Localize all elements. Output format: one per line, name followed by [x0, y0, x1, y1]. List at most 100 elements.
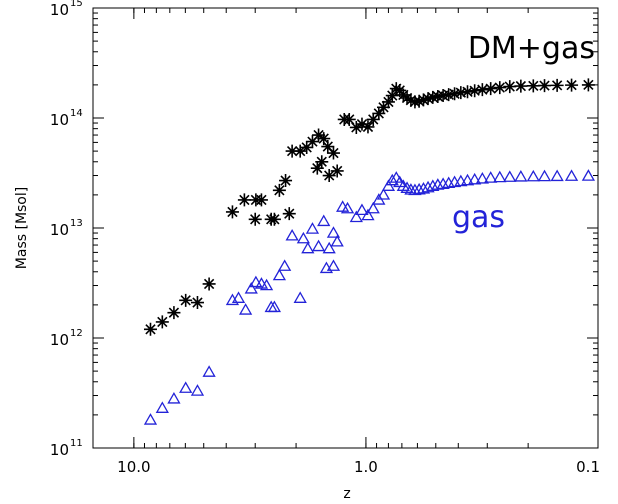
dm-gas-point [321, 140, 335, 154]
gas-point [330, 234, 344, 247]
dm-gas-point [272, 183, 286, 197]
dm-gas-point [361, 120, 375, 134]
gas-point [381, 179, 396, 191]
dm-gas-point [550, 78, 564, 92]
gas-point [493, 170, 507, 183]
dm-gas-point [167, 306, 181, 320]
gas-point [349, 210, 363, 223]
gas-point [426, 179, 440, 191]
y-tick-exponent: 12 [70, 328, 83, 339]
gas-point [202, 365, 216, 377]
gas-point [301, 241, 315, 254]
gas-point [385, 173, 399, 186]
dm-gas-point [475, 83, 489, 97]
gas-point [326, 226, 341, 238]
gas-point [366, 201, 380, 214]
dm-gas-point [377, 100, 390, 114]
dm-gas-point [312, 128, 326, 142]
y-tick-exponent: 11 [70, 438, 83, 449]
y-axis-label: Mass [Msol] [14, 187, 30, 269]
dm-gas-point [366, 112, 380, 126]
dm-gas-point [461, 85, 475, 99]
dm-gas-point [404, 93, 418, 107]
dm-gas-point [400, 91, 414, 105]
dm-gas-point [581, 78, 595, 92]
data-marks [143, 78, 596, 425]
gas-point [293, 291, 307, 303]
gas-point [460, 173, 475, 186]
dm-gas-point [285, 144, 299, 158]
annotation-gas: gas [452, 200, 505, 235]
gas-point [484, 171, 498, 183]
series-gas [143, 169, 596, 425]
dm-gas-point [300, 140, 314, 154]
dm-gas-point [254, 193, 268, 207]
gas-point [267, 300, 282, 313]
dm-gas-point [155, 315, 169, 329]
gas-point [564, 169, 579, 181]
dm-gas-point [315, 155, 329, 169]
gas-point [249, 275, 263, 288]
dm-gas-point [310, 161, 324, 175]
gas-point [155, 401, 169, 413]
gas-point [340, 201, 355, 214]
gas-point [179, 381, 193, 393]
dm-gas-point [514, 79, 528, 93]
dm-gas-point [202, 277, 216, 291]
gas-point [244, 282, 258, 294]
dm-gas-point [389, 82, 403, 96]
dm-gas-point [421, 92, 435, 106]
series-dm-gas [143, 78, 595, 336]
dm-gas-point [179, 293, 193, 307]
y-tick-exponent: 15 [70, 0, 83, 9]
dm-gas-point [565, 78, 579, 92]
dm-gas-point [143, 322, 157, 336]
gas-point [311, 239, 326, 252]
x-tick-label: 10.0 [117, 458, 150, 476]
annotation-dm-gas: DM+gas [468, 31, 595, 66]
gas-point [355, 203, 369, 216]
dm-gas-point [442, 88, 456, 102]
gas-point [272, 268, 287, 281]
dm-gas-point [293, 144, 307, 158]
dm-gas-point [342, 112, 356, 126]
dm-gas-point [385, 89, 399, 103]
gas-point [361, 208, 375, 221]
gas-point [421, 180, 435, 193]
dm-gas-point [426, 90, 440, 104]
dm-gas-point [372, 106, 386, 120]
gas-point [581, 169, 596, 181]
gas-point [167, 392, 181, 404]
dm-gas-point [526, 79, 540, 93]
dm-gas-point [503, 80, 517, 94]
gas-point [305, 222, 320, 234]
dm-gas-point [448, 87, 462, 101]
dm-gas-point [317, 132, 331, 146]
dm-gas-point [538, 79, 552, 93]
x-tick-label: 1.0 [354, 458, 378, 476]
dm-gas-point [416, 93, 430, 107]
gas-point [278, 259, 292, 271]
gas-point [317, 214, 331, 227]
dm-gas-point [322, 169, 336, 183]
gas-point [296, 231, 311, 244]
dm-gas-point [454, 86, 468, 100]
gas-point [416, 182, 431, 194]
gas-point [259, 278, 274, 291]
y-tick-label: 10 [50, 111, 69, 129]
dm-gas-point [305, 135, 319, 149]
dm-gas-point [484, 82, 498, 96]
y-tick-label: 10 [50, 331, 69, 349]
dm-gas-point [326, 146, 340, 160]
gas-point [285, 228, 299, 241]
gas-point [526, 169, 540, 182]
dm-gas-point [330, 164, 344, 178]
gas-point [231, 291, 246, 303]
gas-point [537, 169, 552, 182]
dm-gas-point [237, 193, 251, 207]
dm-gas-point [349, 120, 363, 134]
gas-point [468, 172, 482, 185]
gas-point [190, 384, 205, 396]
gas-point [376, 188, 391, 200]
